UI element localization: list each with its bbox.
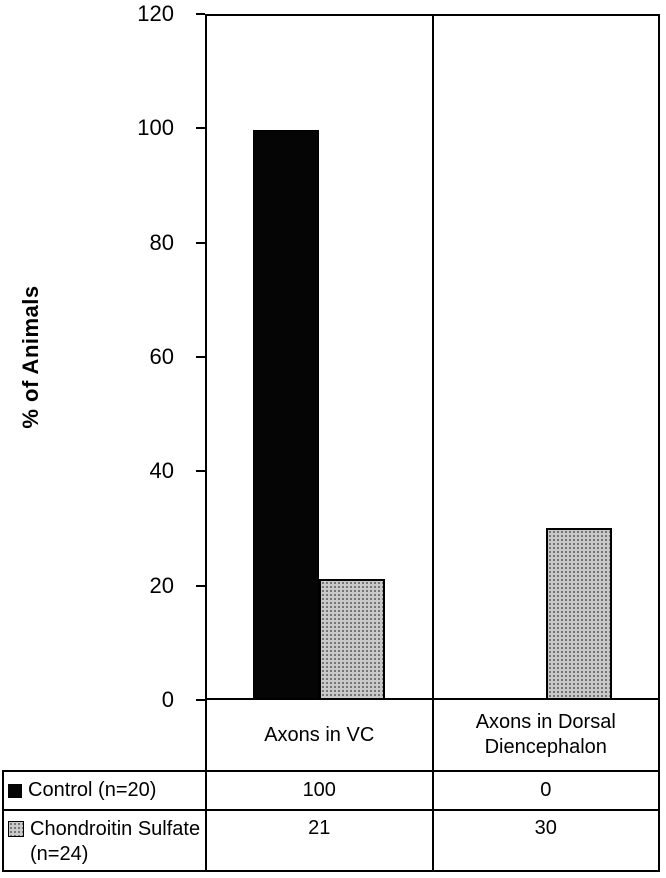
y-tick-label: 120	[137, 1, 174, 26]
bar-chondroitin-sulfate-axons-in-dorsal-diencephalon	[545, 527, 612, 698]
category-group-axons-in-vc	[207, 16, 432, 698]
table-value-control-axons-in-vc: 100	[205, 772, 432, 809]
tick-mark	[196, 584, 205, 587]
y-tick-label: 0	[161, 687, 174, 712]
x-axis-category-labels: Axons in VC Axons in Dorsal Diencephalon	[205, 700, 660, 770]
y-tick-label: 100	[137, 115, 174, 141]
y-tick-label: 80	[149, 229, 174, 255]
tick-mark	[196, 127, 205, 130]
y-tick-label: 60	[149, 344, 174, 369]
legend-label-chondroitin-sulfate: Chondroitin Sulfate (n=24)	[30, 818, 201, 865]
legend-entry-chondroitin-sulfate: Chondroitin Sulfate (n=24)	[4, 809, 205, 870]
tick-mark	[196, 470, 205, 473]
legend-swatch-chondroitin-sulfate-icon	[8, 821, 24, 837]
bar-chondroitin-sulfate-axons-in-vc	[319, 578, 386, 698]
table-value-chondroitin-sulfate-axons-in-dorsal-diencephalon: 30	[431, 809, 658, 870]
y-axis-tick-labels: 120 100 80 60 40 20 0	[60, 1, 190, 712]
tick-mark	[196, 699, 205, 701]
table-value-control-axons-in-dorsal-diencephalon: 0	[431, 772, 659, 809]
category-label-axons-in-dorsal-diencephalon: Axons in Dorsal Diencephalon	[431, 700, 659, 770]
legend-label-control: Control (n=20)	[28, 779, 157, 801]
legend-entry-control: Control (n=20)	[4, 772, 205, 809]
legend-swatch-control-icon	[8, 783, 22, 798]
y-axis-title: % of Animals	[18, 285, 43, 429]
chart-data-table: Control (n=20) 100 0 Chondroitin Sulfate…	[2, 770, 660, 872]
y-tick-label: 20	[149, 572, 174, 598]
bar-control-axons-in-vc	[253, 129, 320, 698]
tick-mark	[196, 241, 205, 244]
tick-mark	[196, 13, 205, 15]
category-group-axons-in-dorsal-diencephalon	[431, 16, 659, 698]
y-tick-label: 40	[149, 458, 174, 484]
plot-area	[205, 14, 660, 700]
table-value-chondroitin-sulfate-axons-in-vc: 21	[205, 809, 432, 870]
tick-mark	[196, 356, 205, 358]
category-label-axons-in-vc: Axons in VC	[264, 723, 375, 746]
y-axis-tick-marks	[196, 13, 205, 701]
